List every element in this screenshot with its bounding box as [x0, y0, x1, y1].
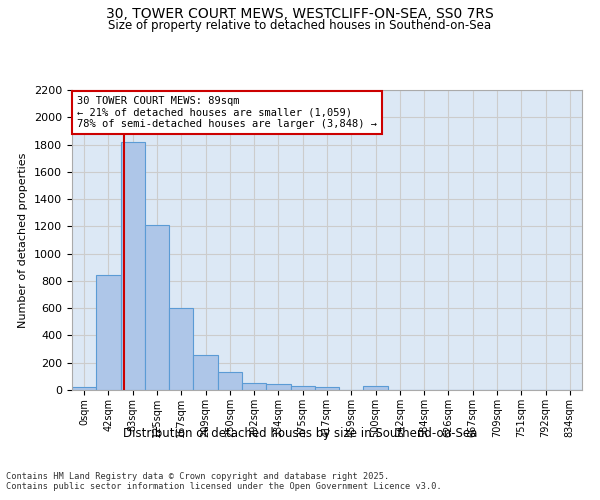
Bar [218, 372, 242, 390]
Bar [290, 386, 315, 390]
Bar [145, 225, 169, 390]
Y-axis label: Number of detached properties: Number of detached properties [19, 152, 28, 328]
Text: 30, TOWER COURT MEWS, WESTCLIFF-ON-SEA, SS0 7RS: 30, TOWER COURT MEWS, WESTCLIFF-ON-SEA, … [106, 8, 494, 22]
Text: 30 TOWER COURT MEWS: 89sqm
← 21% of detached houses are smaller (1,059)
78% of s: 30 TOWER COURT MEWS: 89sqm ← 21% of deta… [77, 96, 377, 129]
Bar [72, 386, 96, 390]
Bar [315, 387, 339, 390]
Bar [169, 308, 193, 390]
Bar [121, 142, 145, 390]
Text: Distribution of detached houses by size in Southend-on-Sea: Distribution of detached houses by size … [123, 428, 477, 440]
Bar [193, 354, 218, 390]
Text: Size of property relative to detached houses in Southend-on-Sea: Size of property relative to detached ho… [109, 18, 491, 32]
Bar [364, 386, 388, 390]
Bar [96, 275, 121, 390]
Bar [242, 383, 266, 390]
Text: Contains HM Land Registry data © Crown copyright and database right 2025.: Contains HM Land Registry data © Crown c… [6, 472, 389, 481]
Text: Contains public sector information licensed under the Open Government Licence v3: Contains public sector information licen… [6, 482, 442, 491]
Bar [266, 384, 290, 390]
